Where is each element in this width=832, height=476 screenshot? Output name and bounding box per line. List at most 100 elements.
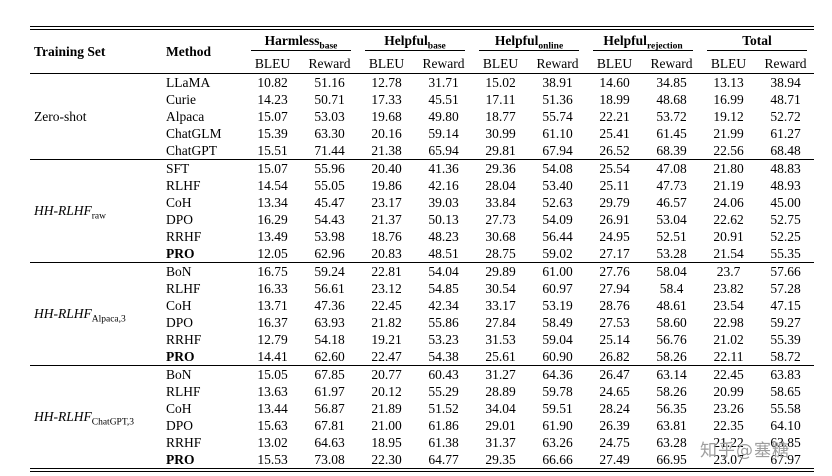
metric-value-cell: 54.43 bbox=[314, 211, 345, 227]
metric-value-cell: 21.82 bbox=[371, 314, 402, 330]
method-label: LLaMA bbox=[166, 74, 211, 90]
metric-value-cell: 63.14 bbox=[643, 364, 701, 383]
metric-value-cell: 26.52 bbox=[599, 142, 630, 158]
metric-value-cell: 15.53 bbox=[257, 451, 288, 467]
metric-value-cell: 20.99 bbox=[713, 383, 744, 399]
metric-value-cell: 21.89 bbox=[371, 400, 402, 416]
method-label: Alpaca bbox=[166, 108, 205, 124]
metric-value-cell: 28.75 bbox=[485, 245, 516, 261]
table-row: DPO 16.29 54.43 21.37 50.13 27.73 54.09 26.91 53… bbox=[30, 211, 814, 228]
metric-value-cell: 15.05 bbox=[244, 364, 301, 383]
col-group-helpful-online: Helpfulonline bbox=[472, 30, 586, 54]
table-row: HH-RLHFChatGPT,3 BoN 15.05 67.85 20.77 60.43 3… bbox=[30, 364, 815, 468]
metric-value-cell: 27.84 bbox=[485, 314, 516, 330]
metric-value-cell: 59.78 bbox=[542, 383, 573, 399]
metric-value-cell: 53.04 bbox=[656, 211, 687, 227]
table-row: Curie 14.23 50.71 17.33 45.51 17.11 51.36 18.99… bbox=[30, 91, 814, 108]
metric-value-cell: 10.82 bbox=[257, 74, 288, 90]
metric-value-cell: 20.77 bbox=[358, 364, 416, 383]
metric-value-cell: 27.49 bbox=[599, 451, 630, 467]
metric-value-cell: 45.00 bbox=[770, 194, 801, 210]
metric-value-cell: 19.86 bbox=[371, 177, 402, 193]
group-label-subscript: base bbox=[319, 41, 338, 52]
metric-value-cell: 12.78 bbox=[371, 74, 402, 90]
metric-value-cell: 61.90 bbox=[542, 417, 573, 433]
metric-value-cell: 60.43 bbox=[415, 364, 473, 383]
metric-value-cell: 71.44 bbox=[314, 142, 345, 158]
metric-value-cell: 22.62 bbox=[713, 211, 744, 227]
metric-value-cell: 15.39 bbox=[257, 125, 288, 141]
table-row: HH-RLHFraw SFT 15.07 55.96 20.40 41.36 29.36 54… bbox=[30, 158, 815, 262]
metric-value-cell: 26.91 bbox=[599, 211, 630, 227]
metric-value-cell: 61.97 bbox=[314, 383, 345, 399]
col-header-method: Method bbox=[162, 29, 244, 74]
col-header-reward: Reward bbox=[643, 53, 701, 74]
metric-value-cell: 27.53 bbox=[599, 314, 630, 330]
metric-value-cell: 24.06 bbox=[713, 194, 744, 210]
metric-value-cell: 18.99 bbox=[599, 91, 630, 107]
metric-value-cell: 19.12 bbox=[713, 108, 744, 124]
metric-value-cell: 29.01 bbox=[485, 417, 516, 433]
table-row: RRHF 13.49 53.98 18.76 48.23 30.68 56.44 24.95 5… bbox=[30, 228, 814, 245]
metric-value-cell: 20.12 bbox=[371, 383, 402, 399]
metric-value-cell: 57.66 bbox=[757, 261, 815, 280]
metric-value-cell: 16.29 bbox=[257, 211, 288, 227]
metric-value-cell: 23.7 bbox=[700, 261, 758, 280]
metric-value-cell: 23.12 bbox=[371, 280, 402, 296]
col-header-bleu: BLEU bbox=[586, 53, 644, 74]
metric-value-cell: 59.51 bbox=[542, 400, 573, 416]
metric-value-cell: 21.54 bbox=[713, 245, 744, 261]
results-table-wrap: Training Set Method Harmlessbase Helpful… bbox=[30, 26, 815, 472]
metric-value-cell: 28.04 bbox=[485, 177, 516, 193]
col-group-harmless-base: Harmlessbase bbox=[244, 30, 358, 54]
metric-value-cell: 24.65 bbox=[599, 383, 630, 399]
metric-value-cell: 26.82 bbox=[599, 348, 630, 364]
metric-value-cell: 21.02 bbox=[713, 331, 744, 347]
group-label-text: Helpful bbox=[384, 33, 428, 48]
metric-value-cell: 62.60 bbox=[314, 348, 345, 364]
metric-value-cell: 54.04 bbox=[415, 261, 473, 280]
group-label-text: Harmless bbox=[264, 33, 320, 48]
metric-value-cell: 20.16 bbox=[371, 125, 402, 141]
table-row: CoH 13.71 47.36 22.45 42.34 33.17 53.19 28.76 48… bbox=[30, 297, 814, 314]
metric-value-cell: 55.74 bbox=[542, 108, 573, 124]
method-label: DPO bbox=[166, 417, 194, 433]
metric-value-cell: 23.26 bbox=[713, 400, 744, 416]
metric-value-cell: 22.45 bbox=[371, 297, 402, 313]
metric-value-cell: 52.25 bbox=[770, 228, 801, 244]
table-row: ChatGPT 15.51 71.44 21.38 65.94 29.81 67.94 26.… bbox=[30, 142, 814, 160]
metric-value-cell: 22.81 bbox=[358, 261, 416, 280]
metric-value-cell: 61.38 bbox=[428, 434, 459, 450]
metric-value-cell: 21.99 bbox=[713, 125, 744, 141]
metric-value-cell: 48.51 bbox=[428, 245, 459, 261]
group-label-subscript: online bbox=[538, 41, 564, 52]
metric-value-cell: 25.14 bbox=[599, 331, 630, 347]
metric-value-cell: 52.51 bbox=[656, 228, 687, 244]
metric-value-cell: 55.96 bbox=[301, 158, 359, 177]
table-row: RRHF 12.79 54.18 19.21 53.23 31.53 59.04 25.14 5… bbox=[30, 331, 814, 348]
metric-value-cell: 65.94 bbox=[428, 142, 459, 158]
metric-value-cell: 54.85 bbox=[428, 280, 459, 296]
metric-value-cell: 62.96 bbox=[314, 245, 345, 261]
metric-value-cell: 53.03 bbox=[314, 108, 345, 124]
metric-value-cell: 54.38 bbox=[428, 348, 459, 364]
group-label-subscript: base bbox=[427, 41, 446, 52]
metric-value-cell: 19.21 bbox=[371, 331, 402, 347]
metric-value-cell: 61.00 bbox=[529, 261, 587, 280]
table-row: Zero-shot LLaMA 10.82 51.16 12.78 31.71 15.02 3… bbox=[30, 73, 814, 124]
metric-value-cell: 61.27 bbox=[770, 125, 801, 141]
metric-value-cell: 52.72 bbox=[770, 108, 801, 124]
metric-value-cell: 48.23 bbox=[428, 228, 459, 244]
metric-value-cell: 51.36 bbox=[542, 91, 573, 107]
metric-value-cell: 14.23 bbox=[257, 91, 288, 107]
col-header-bleu: BLEU bbox=[700, 53, 758, 74]
metric-value-cell: 63.83 bbox=[757, 364, 815, 383]
metric-value-cell: 29.81 bbox=[485, 142, 516, 158]
method-label: RLHF bbox=[166, 177, 201, 193]
table-row: RLHF 16.33 56.61 23.12 54.85 30.54 60.97 27.94 5… bbox=[30, 280, 814, 297]
metric-value-cell: 18.95 bbox=[371, 434, 402, 450]
method-label: CoH bbox=[166, 297, 192, 313]
col-header-reward: Reward bbox=[757, 53, 815, 74]
metric-value-cell: 49.80 bbox=[428, 108, 459, 124]
group-label-helpful-online: Helpfulonline bbox=[479, 33, 580, 52]
